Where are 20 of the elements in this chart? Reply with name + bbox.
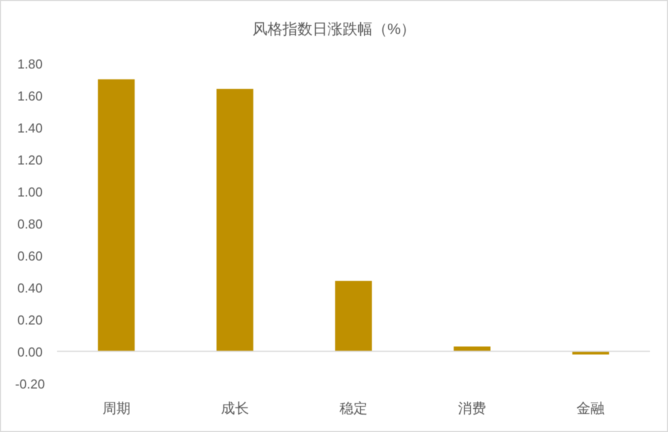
y-tick-label: 1.40	[17, 120, 43, 136]
x-tick-label: 消费	[458, 400, 486, 416]
x-tick-label: 金融	[576, 400, 605, 416]
x-tick-label: 稳定	[340, 400, 368, 416]
bar	[216, 88, 254, 352]
y-tick-label: -0.20	[15, 376, 45, 392]
y-tick-label: 1.80	[17, 56, 43, 72]
y-tick-label: 0.20	[17, 312, 43, 328]
y-tick-label: 1.60	[17, 88, 43, 104]
x-tick-label: 周期	[102, 400, 130, 416]
y-tick-label: 0.80	[17, 216, 43, 232]
y-tick-label: 0.60	[17, 248, 43, 264]
bar	[98, 79, 135, 352]
y-tick-label: 0.40	[17, 280, 43, 296]
y-tick-label: 0.00	[17, 344, 43, 360]
y-tick-label: 1.20	[17, 152, 43, 168]
x-tick-label: 成长	[220, 400, 249, 416]
bar	[335, 280, 372, 352]
chart-title: 风格指数日涨跌幅（%）	[252, 21, 416, 38]
y-tick-label: 1.00	[17, 184, 43, 200]
